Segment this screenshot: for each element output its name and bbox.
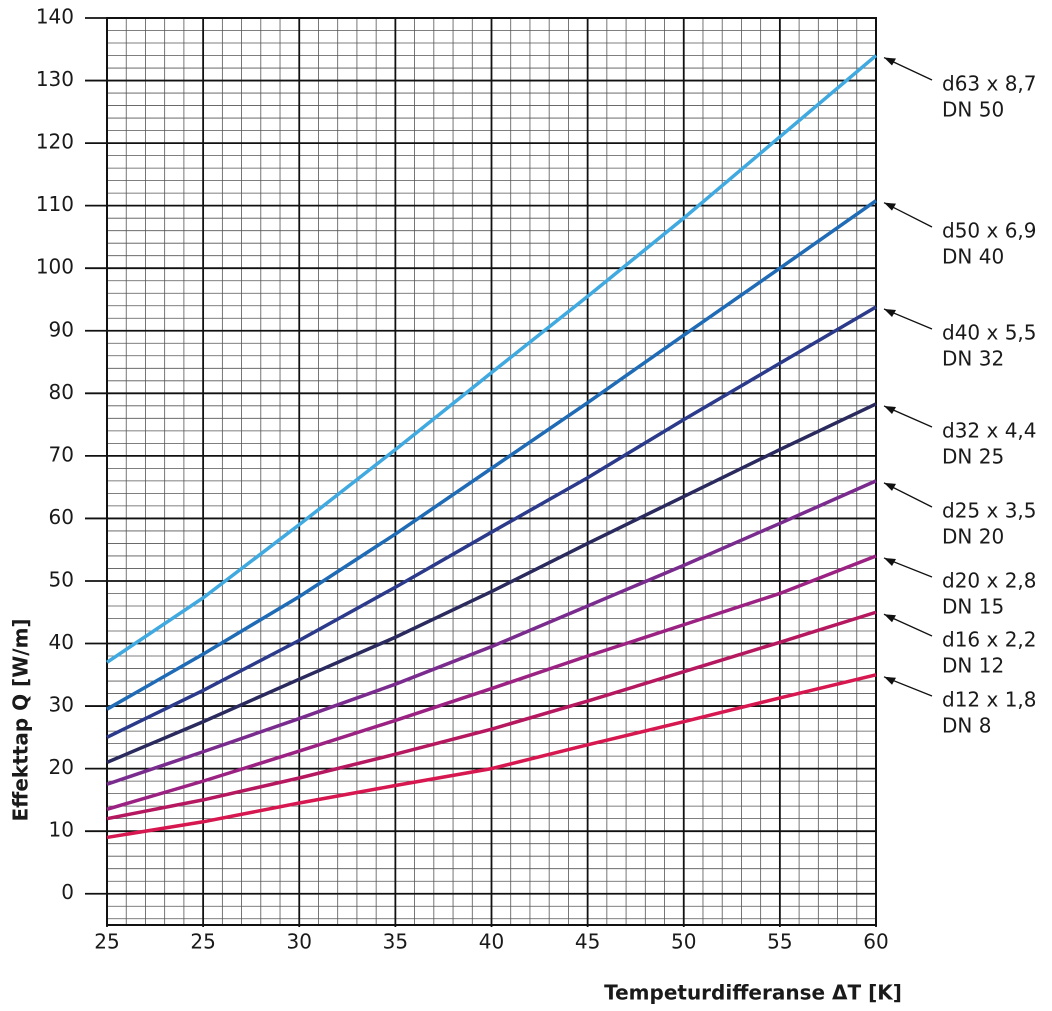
y-tick-label: 110	[36, 192, 74, 216]
x-tick-label: 40	[479, 930, 504, 954]
y-tick-label: 80	[49, 380, 74, 404]
legend-label: DN 25	[942, 445, 1004, 469]
x-tick-label: 45	[575, 930, 600, 954]
series-line	[106, 402, 877, 764]
y-tick-label: 10	[49, 818, 74, 842]
legend-arrowhead	[884, 405, 896, 414]
legend-label: d32 x 4,4	[942, 419, 1037, 443]
legend-label: DN 20	[942, 525, 1004, 549]
y-tick-label: 40	[49, 630, 74, 654]
y-tick-label: 20	[49, 755, 74, 779]
legend-label: DN 40	[942, 245, 1004, 269]
series-line	[106, 199, 878, 711]
legend-label: DN 50	[942, 98, 1004, 122]
legend-label: d25 x 3,5	[942, 499, 1037, 523]
series-line	[106, 554, 877, 811]
legend-label: DN 12	[942, 654, 1004, 678]
legend-arrowhead	[884, 57, 896, 66]
x-tick-label: 25	[94, 930, 119, 954]
legend-label: DN 15	[942, 595, 1004, 619]
series-line	[106, 610, 877, 821]
x-tick-label: 30	[287, 930, 312, 954]
x-tick-label: 50	[671, 930, 696, 954]
y-tick-label: 0	[61, 880, 74, 904]
legend-label: d20 x 2,8	[942, 569, 1037, 593]
y-tick-label: 120	[36, 130, 74, 154]
x-tick-label: 25	[190, 930, 215, 954]
legend-arrowhead	[884, 614, 896, 623]
series-line	[106, 305, 877, 739]
series-line	[106, 479, 877, 786]
y-tick-label: 130	[36, 67, 74, 91]
y-tick-label: 100	[36, 255, 74, 279]
legend-label: DN 8	[942, 714, 991, 738]
legend-label: d16 x 2,2	[942, 628, 1037, 652]
legend-label: DN 32	[942, 347, 1004, 371]
legend-arrowhead	[884, 676, 896, 685]
legend-label: d40 x 5,5	[942, 321, 1037, 345]
legend-arrowhead	[884, 202, 896, 211]
legend-arrowhead	[884, 308, 896, 317]
x-tick-label: 55	[767, 930, 792, 954]
legend-label: d12 x 1,8	[942, 688, 1037, 712]
y-tick-label: 30	[49, 693, 74, 717]
y-tick-label: 60	[49, 505, 74, 529]
y-tick-label: 90	[49, 317, 74, 341]
y-tick-label: 50	[49, 567, 74, 591]
x-tick-label: 60	[863, 930, 888, 954]
series-line	[106, 673, 877, 840]
legend-arrowhead	[884, 482, 896, 491]
x-tick-label: 35	[383, 930, 408, 954]
y-axis-title: Effekttap Q [W/m]	[9, 618, 33, 821]
legend-label: d50 x 6,9	[942, 219, 1037, 243]
y-tick-label: 140	[36, 5, 74, 29]
x-axis-title: Tempeturdifferanse ΔT [K]	[604, 981, 902, 1005]
legend-arrowhead	[884, 557, 896, 566]
y-tick-label: 70	[49, 442, 74, 466]
series-line	[106, 54, 878, 664]
legend-label: d63 x 8,7	[942, 72, 1037, 96]
plot-frame	[106, 17, 877, 926]
